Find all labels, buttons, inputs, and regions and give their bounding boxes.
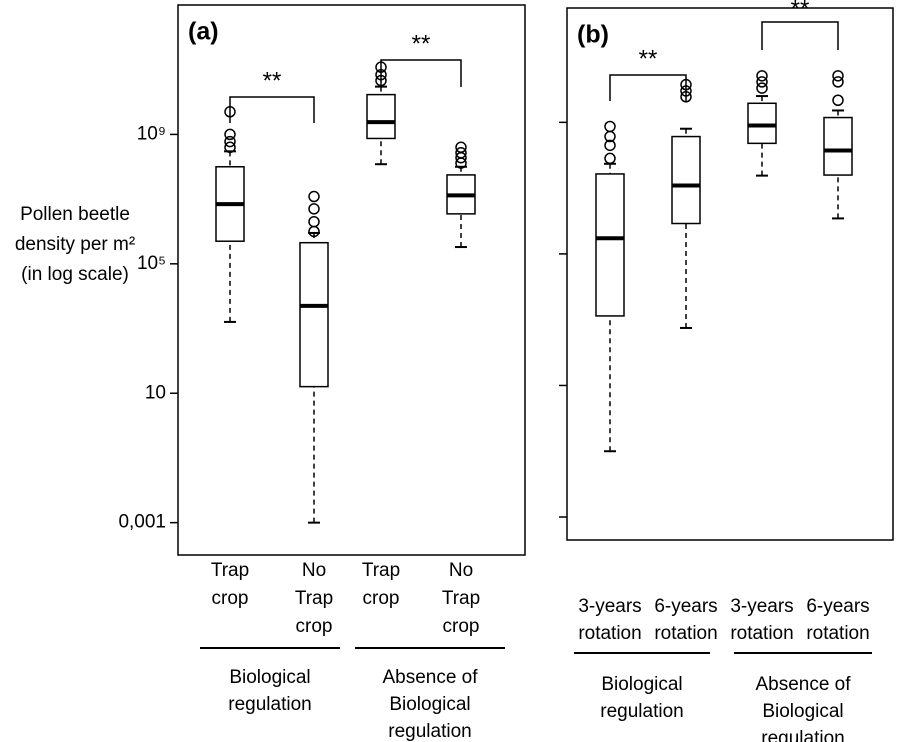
box bbox=[671, 135, 701, 225]
plot-frame bbox=[566, 7, 894, 541]
x-tick-label: crop bbox=[296, 616, 333, 637]
group-label: regulation bbox=[600, 701, 683, 722]
outlier bbox=[375, 74, 387, 87]
outlier bbox=[832, 70, 844, 82]
x-tick-label: rotation bbox=[578, 623, 641, 644]
significance-bracket bbox=[761, 21, 839, 50]
x-tick-label: 3-years bbox=[730, 596, 793, 617]
y-tick-label: 10⁹ bbox=[137, 123, 166, 144]
outlier bbox=[756, 82, 768, 94]
outlier bbox=[680, 85, 692, 97]
outlier bbox=[604, 120, 616, 133]
significance-label: ** bbox=[412, 30, 431, 57]
significance-label: ** bbox=[791, 0, 810, 22]
x-tick-label: 6-years bbox=[806, 596, 869, 617]
group-label: Absence of bbox=[755, 674, 851, 695]
panel-label: (b) bbox=[577, 21, 609, 49]
significance-bracket bbox=[609, 74, 687, 101]
significance-bracket bbox=[380, 59, 462, 87]
outlier bbox=[756, 70, 768, 82]
x-tick-label: rotation bbox=[654, 623, 717, 644]
outlier bbox=[455, 147, 467, 159]
outlier bbox=[224, 135, 236, 148]
outlier bbox=[224, 106, 236, 118]
box bbox=[366, 93, 396, 140]
x-tick-label: Trap bbox=[442, 588, 480, 609]
box bbox=[299, 241, 329, 388]
plot-frame bbox=[177, 4, 526, 556]
significance-label: ** bbox=[263, 67, 282, 94]
outlier bbox=[224, 141, 236, 154]
outlier bbox=[604, 152, 616, 165]
x-tick-label: Trap bbox=[362, 560, 400, 581]
box bbox=[823, 116, 853, 176]
outlier bbox=[680, 91, 692, 103]
y-axis-label: (in log scale) bbox=[21, 264, 129, 285]
group-label: regulation bbox=[761, 728, 844, 742]
outlier bbox=[832, 94, 844, 107]
group-label: Absence of bbox=[382, 667, 478, 688]
significance-bracket bbox=[229, 96, 315, 123]
x-tick-label: Trap bbox=[211, 560, 249, 581]
y-axis-label: Pollen beetle bbox=[20, 204, 130, 225]
group-label: regulation bbox=[228, 694, 311, 715]
group-label: Biological bbox=[762, 701, 843, 722]
group-label: Biological bbox=[389, 694, 470, 715]
x-tick-label: No bbox=[449, 560, 473, 581]
outlier bbox=[604, 139, 616, 152]
x-tick-label: crop bbox=[443, 616, 480, 637]
y-tick-label: 0,001 bbox=[118, 512, 166, 533]
outlier bbox=[375, 61, 387, 73]
y-tick-label: 10 bbox=[145, 382, 166, 403]
x-tick-label: No bbox=[302, 560, 326, 581]
outlier bbox=[680, 78, 692, 91]
outlier bbox=[308, 190, 320, 203]
panel-label: (a) bbox=[188, 18, 219, 46]
x-tick-label: rotation bbox=[730, 623, 793, 644]
x-tick-label: crop bbox=[363, 588, 400, 609]
panel: (b) 3-years rotation 6-years rotation 3-years… bbox=[559, 0, 894, 742]
group-label: Biological bbox=[229, 667, 310, 688]
outlier bbox=[224, 128, 236, 141]
outlier bbox=[375, 68, 387, 81]
x-tick-label: 6-years bbox=[654, 596, 717, 617]
panel: (a) 0,001 10 10⁵ 10⁹ Pollen beetle density per… bbox=[15, 4, 526, 742]
outlier bbox=[308, 203, 320, 215]
y-tick-label: 10⁵ bbox=[137, 253, 166, 274]
group-label: regulation bbox=[388, 721, 471, 742]
outlier bbox=[832, 76, 844, 88]
box bbox=[747, 102, 777, 145]
x-tick-label: Trap bbox=[295, 588, 333, 609]
x-tick-label: crop bbox=[212, 588, 249, 609]
x-tick-label: rotation bbox=[806, 623, 869, 644]
outlier bbox=[308, 215, 320, 228]
box bbox=[595, 173, 625, 317]
x-tick-label: 3-years bbox=[578, 596, 641, 617]
outlier bbox=[756, 76, 768, 88]
group-label: Biological bbox=[601, 674, 682, 695]
y-axis-label: density per m² bbox=[15, 234, 135, 255]
significance-label: ** bbox=[639, 45, 658, 72]
outlier bbox=[455, 141, 467, 154]
